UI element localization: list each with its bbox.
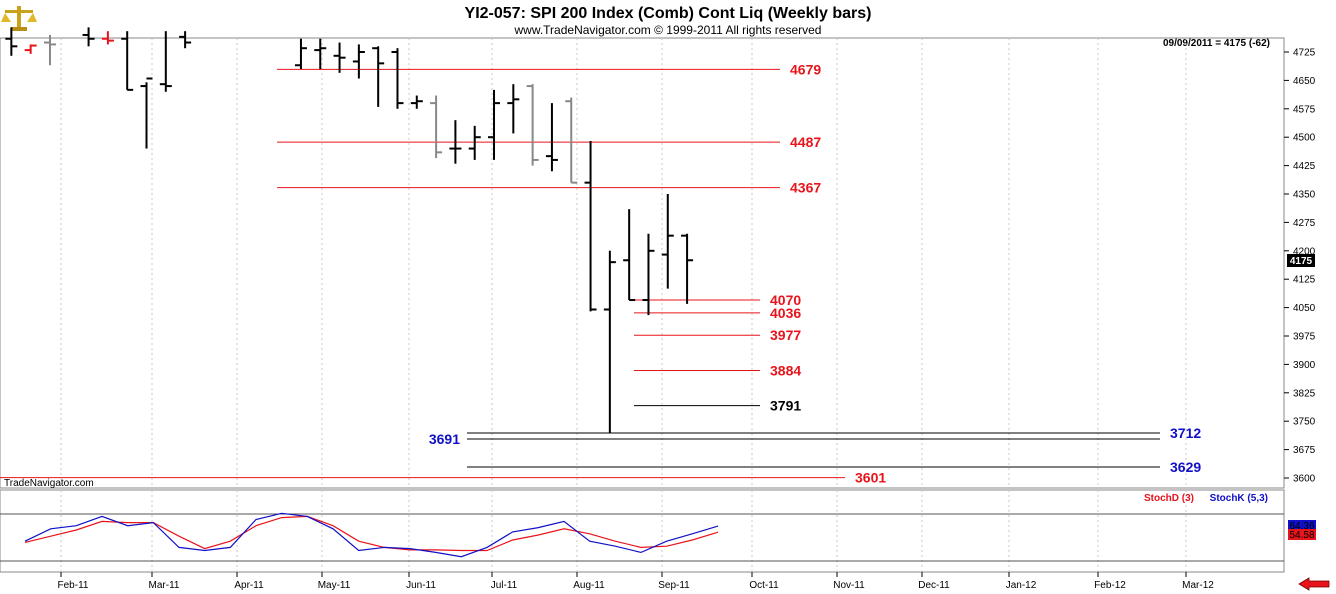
ohlc-bar	[526, 84, 539, 166]
price-tick-label: 3900	[1293, 360, 1316, 371]
price-tick-label: 4200	[1293, 246, 1316, 257]
month-label: Feb-12	[1094, 580, 1126, 591]
month-gridlines	[60, 38, 1187, 488]
price-tick-label: 3675	[1293, 445, 1316, 456]
ohlc-bar	[179, 31, 192, 49]
month-label: Apr-11	[234, 580, 264, 591]
price-tick-label: 3825	[1293, 388, 1316, 399]
price-tick-label: 3975	[1293, 332, 1316, 343]
ohlc-bars	[5, 27, 694, 433]
month-label: Dec-11	[918, 580, 950, 591]
month-label: Feb-11	[58, 580, 89, 591]
stoch-d-line	[24, 515, 719, 552]
price-level-label: 4036	[770, 305, 801, 321]
month-label: Sep-11	[658, 580, 690, 591]
month-label: Mar-12	[1182, 580, 1214, 591]
price-tick-label: 4500	[1293, 133, 1316, 144]
month-label: Mar-11	[149, 580, 180, 591]
price-level-label: 4367	[790, 180, 821, 196]
price-tick-label: 4125	[1293, 275, 1316, 286]
price-level-label: 3691	[429, 431, 460, 447]
price-level-label: 4487	[790, 134, 821, 150]
ohlc-bar	[623, 209, 636, 302]
scales-logo-icon	[1, 6, 37, 31]
ohlc-bar	[449, 120, 462, 164]
ohlc-bar	[82, 27, 95, 47]
stoch-d-legend: StochD (3)	[1144, 493, 1194, 504]
current-price-tag: 4175	[1287, 254, 1315, 267]
copyright-subtitle: www.TradeNavigator.com © 1999-2011 All r…	[514, 23, 822, 37]
ohlc-bar	[24, 44, 37, 54]
price-level-label: 3977	[770, 327, 801, 343]
stoch-d-value: 54.58	[1289, 530, 1314, 541]
stoch-gridlines	[60, 490, 1187, 572]
month-label: Aug-11	[573, 580, 605, 591]
price-tick-label: 4725	[1293, 48, 1316, 59]
ohlc-bar	[333, 42, 346, 73]
price-tick-label: 4350	[1293, 190, 1316, 201]
stoch-k-value: 64.36	[1289, 521, 1314, 532]
stochastic-panel: StochD (3) StochK (5,3) 64.36 54.58	[0, 489, 1316, 573]
month-label: May-11	[318, 580, 351, 591]
ohlc-bar	[352, 44, 365, 79]
month-label: Jun-11	[406, 580, 436, 591]
ohlc-bar	[603, 250, 616, 433]
date-axis: Feb-11 Mar-11 Apr-11 May-11 Jun-11 Jul-11 Aug-…	[58, 572, 1214, 591]
ohlc-bar	[372, 46, 385, 107]
ohlc-bar	[507, 84, 520, 134]
price-level-label: 3601	[855, 470, 886, 486]
chart-title: YI2-057: SPI 200 Index (Comb) Cont Liq (…	[465, 5, 872, 22]
last-price-info: 09/09/2011 = 4175 (-62)	[1163, 38, 1270, 49]
ohlc-bar	[661, 194, 674, 289]
ohlc-bar	[43, 34, 56, 66]
ohlc-bar	[294, 38, 307, 70]
watermark-text: TradeNavigator.com	[4, 478, 94, 489]
ohlc-bar	[391, 48, 404, 109]
stoch-k-legend: StochK (5,3)	[1210, 493, 1268, 504]
stoch-d-tag: 54.58	[1288, 529, 1316, 541]
ohlc-bar	[410, 95, 423, 109]
ohlc-bar	[681, 233, 694, 304]
price-level-label: 3884	[770, 362, 801, 378]
month-label: Jul-11	[491, 580, 518, 591]
ohlc-bar	[430, 95, 443, 159]
ohlc-bar	[121, 31, 134, 91]
ohlc-bar	[488, 89, 501, 160]
ohlc-bar	[159, 31, 172, 92]
price-level-label: 3629	[1170, 459, 1201, 475]
current-price-label: 4175	[1290, 256, 1313, 267]
month-label: Jan-12	[1006, 580, 1037, 591]
month-label: Oct-11	[749, 580, 779, 591]
ohlc-bar	[468, 125, 481, 160]
red-left-arrow-icon[interactable]	[1298, 577, 1330, 591]
month-label: Nov-11	[833, 580, 865, 591]
ohlc-bar	[5, 27, 18, 56]
stoch-k-tag: 64.36	[1288, 520, 1316, 532]
price-tick-label: 4650	[1293, 76, 1316, 87]
price-tick-label: 3600	[1293, 474, 1316, 485]
stoch-k-line	[24, 512, 719, 558]
price-level-label: 4679	[790, 61, 821, 77]
price-level-label: 3712	[1170, 425, 1201, 441]
ohlc-bar	[642, 233, 655, 316]
ohlc-bar	[101, 31, 114, 45]
ohlc-bar	[140, 77, 153, 149]
ohlc-bar	[545, 103, 558, 172]
ohlc-bar	[314, 38, 327, 70]
price-tick-label: 4275	[1293, 218, 1316, 229]
ohlc-bar	[584, 140, 597, 312]
price-panel: 4725 4650 4575 4500 4425 4350 4275 4200 4125 4050…	[0, 27, 1316, 489]
price-tick-label: 4425	[1293, 161, 1316, 172]
price-axis: 4725 4650 4575 4500 4425 4350 4275 4200 4125 4050…	[1284, 48, 1316, 485]
ohlc-bar	[565, 97, 578, 184]
price-tick-label: 4575	[1293, 104, 1316, 115]
price-tick-label: 4050	[1293, 303, 1316, 314]
price-tick-label: 3750	[1293, 417, 1316, 428]
price-level-label: 3791	[770, 398, 801, 414]
price-level-label: 4070	[770, 292, 801, 308]
